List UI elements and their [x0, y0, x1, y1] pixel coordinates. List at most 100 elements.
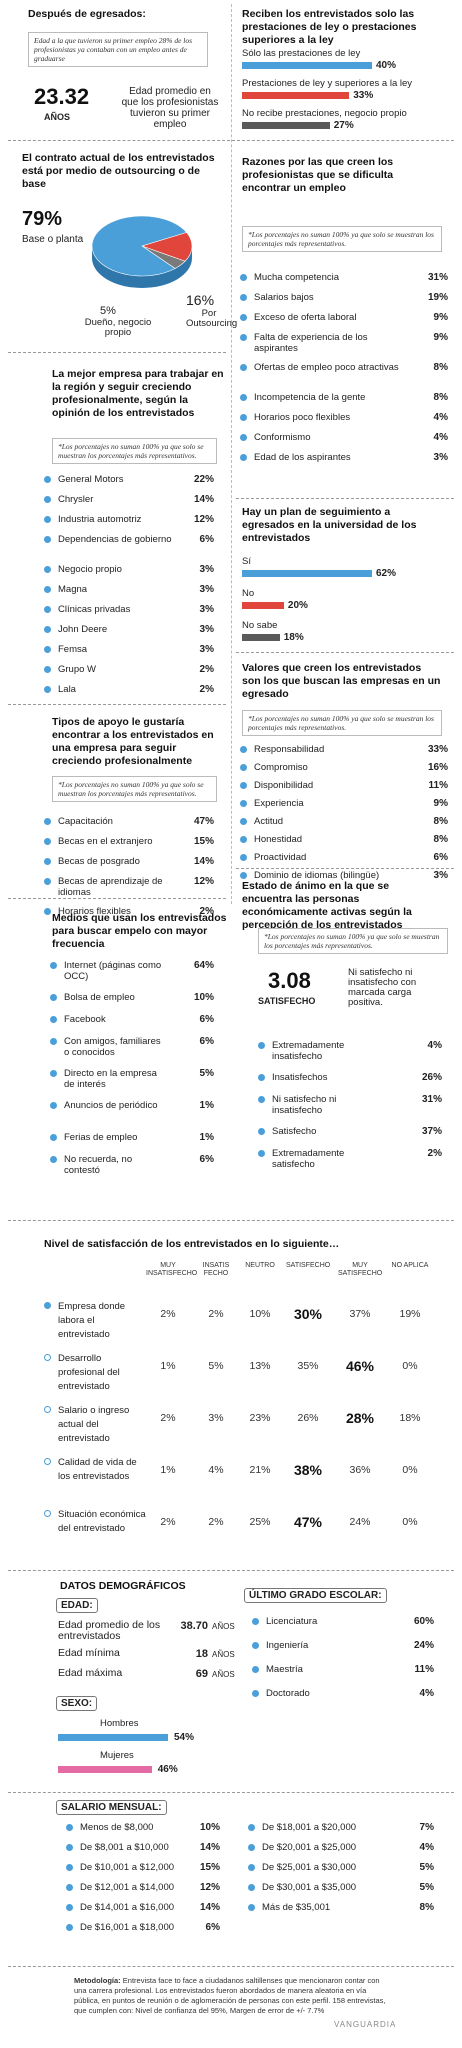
table-cell: 37%: [349, 1308, 371, 1320]
list-item-label: Grupo W: [58, 664, 97, 675]
list-item-value: 33%: [427, 744, 448, 755]
list-bullet-icon: [44, 686, 51, 693]
list-item-label: De $30,001 a $35,000: [262, 1882, 357, 1893]
list-item-value: 15%: [199, 1862, 220, 1873]
list-item-label: De $18,001 a $20,000: [262, 1822, 357, 1833]
list-item-label: Ni satisfecho ni insatisfecho: [272, 1094, 337, 1116]
table-cell: 38%: [293, 1462, 323, 1478]
list-item-value: 12%: [199, 1882, 220, 1893]
edad-value: 69: [195, 1668, 208, 1680]
bar-value: 62%: [376, 568, 397, 579]
list-bullet-icon: [240, 764, 247, 771]
list-bullet-icon: [50, 1038, 57, 1045]
s2-title: Reciben los entrevistados solo las prest…: [242, 8, 417, 46]
list-bullet-icon: [252, 1666, 259, 1673]
sexo-pill: SEXO:: [56, 1696, 98, 1711]
list-item-value: 5%: [199, 1068, 214, 1079]
list-bullet-icon: [44, 666, 51, 673]
list-item-value: 22%: [193, 474, 214, 485]
list-item-value: 7%: [419, 1822, 434, 1833]
bar-label: Sí: [242, 556, 251, 567]
credit-logo: VANGUARDIA: [334, 2020, 397, 2029]
list-bullet-icon: [50, 1156, 57, 1163]
list-item-label: Internet (páginas como OCC): [64, 960, 162, 982]
s7-title: Tipos de apoyo le gustaría encontrar a l…: [52, 716, 214, 767]
table-cell: 10%: [249, 1308, 271, 1320]
s10-note: *Los porcentajes no suman 100% ya que so…: [258, 928, 448, 954]
bar-fill: [242, 122, 330, 129]
list-bullet-icon: [258, 1128, 265, 1135]
list-item-label: Actitud: [254, 816, 284, 827]
list-bullet-icon: [240, 454, 247, 461]
list-item-label: Becas de posgrado: [58, 856, 140, 867]
table-cell: 4%: [208, 1464, 224, 1476]
pie-chart: [91, 215, 193, 288]
list-item-value: 6%: [199, 1036, 214, 1047]
list-item-value: 10%: [193, 992, 214, 1003]
table-cell: 23%: [249, 1412, 271, 1424]
list-item-label: Anuncios de periódico: [64, 1100, 158, 1111]
list-item-value: 14%: [199, 1842, 220, 1853]
list-item-value: 14%: [193, 856, 214, 867]
pie-slice-base: [91, 215, 188, 277]
divider: [236, 498, 454, 499]
list-bullet-icon: [240, 836, 247, 843]
table-cell: 0%: [402, 1360, 418, 1372]
list-item-label: Incompetencia de la gente: [254, 392, 366, 403]
list-item-value: 11%: [428, 780, 448, 791]
s4-note: *Los porcentajes no suman 100% ya que so…: [242, 226, 442, 252]
list-item-value: 2%: [199, 664, 214, 675]
s3-out-pct: 16%: [186, 292, 215, 308]
list-item-value: 14%: [199, 1902, 220, 1913]
list-item-label: Ferias de empleo: [64, 1132, 138, 1143]
divider: [8, 898, 226, 899]
list-item-value: 8%: [433, 816, 448, 827]
list-item-label: De $8,001 a $10,000: [80, 1842, 169, 1853]
row-bullet-icon: [44, 1354, 51, 1361]
list-bullet-icon: [44, 516, 51, 523]
list-bullet-icon: [240, 800, 247, 807]
table-cell: 5%: [208, 1360, 224, 1372]
s4-title: Razones por las que creen los profesioni…: [242, 156, 394, 194]
list-item-value: 60%: [413, 1616, 434, 1627]
s3-base-label: Base o planta: [22, 234, 84, 245]
list-item-value: 14%: [193, 494, 214, 505]
edad-value: 18: [195, 1648, 208, 1660]
list-bullet-icon: [248, 1864, 255, 1871]
s5-note: *Los porcentajes no suman 100% ya que so…: [52, 438, 217, 464]
bar-fill: [242, 602, 284, 609]
list-item-label: Responsabilidad: [254, 744, 325, 755]
table-cell: 25%: [249, 1516, 271, 1528]
table-row-label: Desarrollo profesional del entrevistado: [58, 1353, 120, 1392]
bar-label: No recibe prestaciones, negocio propio: [242, 108, 407, 119]
s10-big-number: 3.08: [268, 968, 311, 993]
divider: [8, 704, 226, 705]
list-bullet-icon: [44, 858, 51, 865]
edad-label: Edad promedio de los entrevistados: [58, 1619, 161, 1642]
list-bullet-icon: [248, 1824, 255, 1831]
s3-title: El contrato actual de los entrevistados …: [22, 152, 215, 190]
list-item-value: 1%: [199, 1132, 214, 1143]
list-item-label: General Motors: [58, 474, 124, 485]
list-item-label: Negocio propio: [58, 564, 122, 575]
s7-note: *Los porcentajes no suman 100% ya que so…: [52, 776, 217, 802]
list-bullet-icon: [44, 818, 51, 825]
list-bullet-icon: [44, 626, 51, 633]
list-item-label: De $12,001 a $14,000: [80, 1882, 175, 1893]
list-item-value: 11%: [414, 1664, 434, 1675]
list-item-value: 6%: [199, 1154, 214, 1165]
s1-desc: Edad promedio en que los profesionistas …: [121, 86, 219, 130]
list-item-value: 3%: [199, 644, 214, 655]
list-bullet-icon: [44, 566, 51, 573]
list-item-label: De $16,001 a $18,000: [80, 1922, 175, 1933]
row-bullet-icon: [44, 1406, 51, 1413]
list-bullet-icon: [240, 746, 247, 753]
table-column-header: INSATIS FECHO: [202, 1262, 230, 1277]
list-item-label: Exceso de oferta laboral: [254, 312, 357, 323]
table-cell: 19%: [399, 1308, 421, 1320]
list-bullet-icon: [252, 1618, 259, 1625]
list-item-label: Experiencia: [254, 798, 304, 809]
table-column-header: MUY SATISFECHO: [338, 1262, 383, 1277]
list-bullet-icon: [44, 536, 51, 543]
edad-unit: AÑOS: [212, 1670, 235, 1679]
